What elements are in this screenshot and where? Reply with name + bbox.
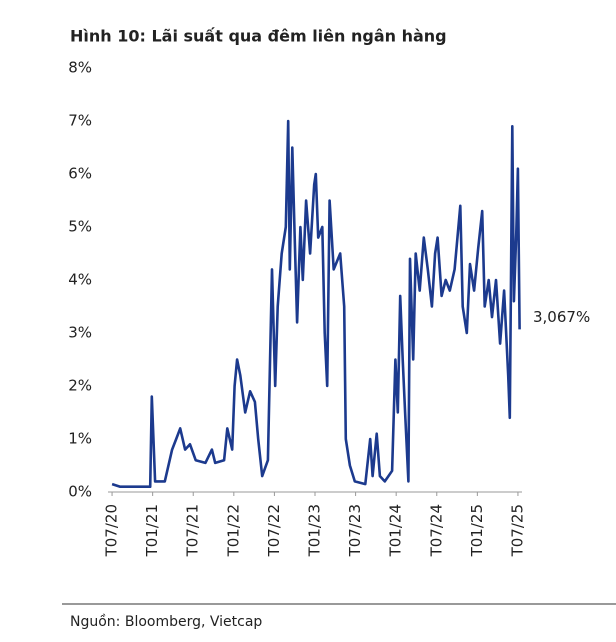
y-tick-label: 1% <box>68 430 92 448</box>
end-label: 3,067% <box>533 308 590 326</box>
x-tick-label: T07/23 <box>346 504 364 557</box>
y-tick-label: 2% <box>68 377 92 395</box>
chart-title: Hình 10: Lãi suất qua đêm liên ngân hàng <box>70 27 447 46</box>
x-tick-label: T07/20 <box>103 504 121 557</box>
y-tick-label: 5% <box>68 218 92 236</box>
x-tick-label: T01/21 <box>143 504 161 557</box>
source: Nguồn: Bloomberg, Vietcap <box>70 613 262 630</box>
y-tick-label: 3% <box>68 324 92 342</box>
y-tick-label: 6% <box>68 165 92 183</box>
x-tick-label: T07/22 <box>265 504 283 557</box>
x-tick-label: T07/21 <box>184 504 202 557</box>
x-tick-label: T01/24 <box>387 504 405 557</box>
series-line <box>111 119 521 488</box>
y-tick-label: 7% <box>68 112 92 130</box>
x-tick-label: T07/24 <box>427 504 445 557</box>
y-tick-label: 4% <box>68 271 92 289</box>
y-tick-label: 0% <box>68 483 92 501</box>
x-tick-label: T01/23 <box>306 504 324 557</box>
x-tick-label: T07/25 <box>508 504 526 557</box>
y-tick-label: 8% <box>68 59 92 77</box>
x-tick-label: T01/22 <box>224 504 242 557</box>
x-tick-label: T01/25 <box>468 504 486 557</box>
